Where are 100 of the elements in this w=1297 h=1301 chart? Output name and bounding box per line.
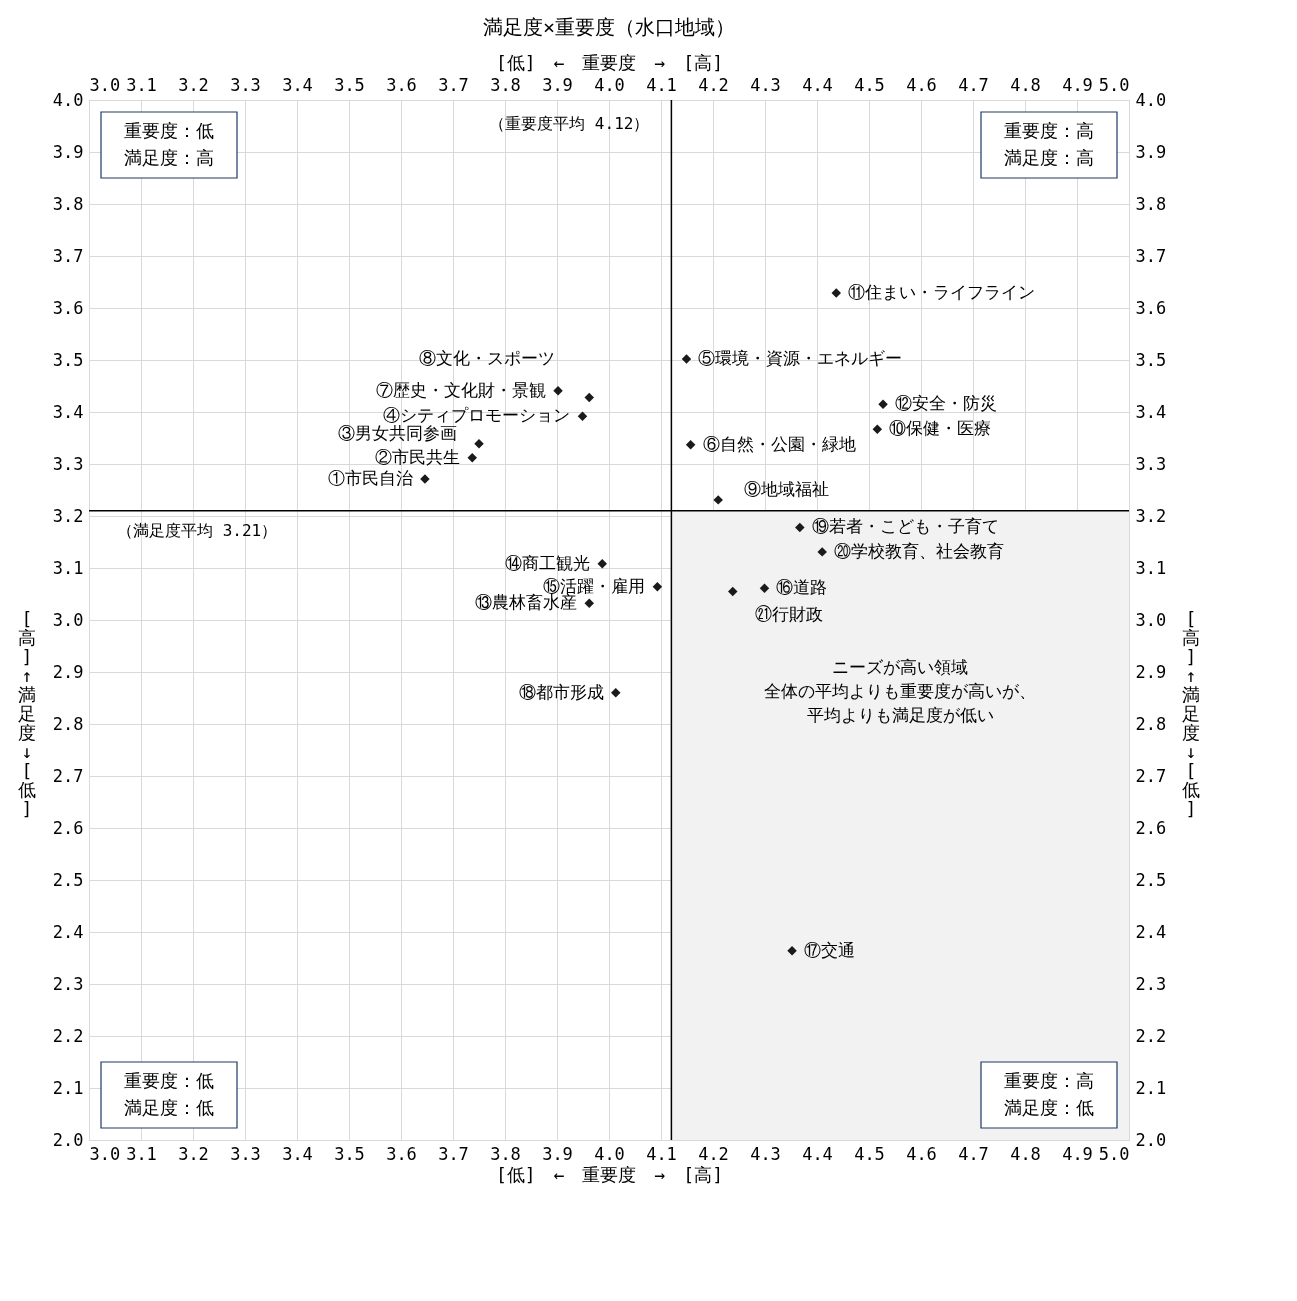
y-tick-label: 2.4	[52, 921, 84, 942]
y-tick-label: 3.2	[52, 505, 84, 526]
annotation: ⑭商工観光	[505, 552, 591, 573]
annotation: ⑲若者・こども・子育て	[811, 516, 999, 537]
y2-tick-label: 3.9	[1135, 141, 1167, 162]
x-tick-label: 3.2	[178, 1143, 209, 1164]
x-tick-label: 3.0	[89, 1143, 121, 1164]
y2-tick-label: 3.0	[1135, 609, 1167, 630]
y-tick-label: 3.0	[52, 609, 84, 630]
y-tick-label: 3.6	[52, 297, 84, 318]
x2-tick-label: 3.9	[542, 74, 573, 95]
x2-tick-label: 3.5	[334, 74, 365, 95]
annotation: ⑧文化・スポーツ	[419, 348, 556, 369]
annotation: ⑯道路	[776, 577, 828, 598]
point	[652, 581, 663, 592]
point	[713, 495, 723, 505]
y2-tick-label: 2.2	[1135, 1025, 1167, 1046]
y2-tick-label: 2.6	[1135, 817, 1167, 838]
annotation: ②市民共生	[375, 446, 461, 467]
annotation: ①市民自治	[327, 468, 413, 489]
y-tick-label: 2.3	[52, 973, 84, 994]
x-tick-label: 3.1	[126, 1143, 157, 1164]
y-tick-label: 3.9	[52, 141, 84, 162]
annotation: 全体の平均よりも重要度が高いが、	[764, 681, 1037, 702]
annotation: 平均よりも満足度が低い	[806, 705, 994, 726]
y-tick-label: 3.8	[52, 193, 84, 214]
point	[611, 688, 621, 698]
point	[597, 559, 607, 569]
y2-tick-label: 3.4	[1135, 401, 1167, 422]
point	[553, 385, 563, 396]
y-tick-label: 3.7	[52, 245, 84, 266]
point	[467, 453, 477, 463]
x2-tick-label: 4.0	[594, 74, 625, 95]
x2-tick-label: 4.8	[1010, 74, 1041, 95]
x-tick-label: 3.8	[490, 1143, 521, 1164]
y-tick-label: 2.6	[52, 817, 84, 838]
annotation: ⑨地域福祉	[744, 478, 830, 499]
annotation: ⑰交通	[804, 939, 856, 960]
x-tick-label: 3.7	[438, 1143, 469, 1164]
ref-line-label: （満足度平均 3.21）	[117, 520, 278, 540]
x2-tick-label: 3.4	[282, 74, 313, 95]
x-tick-label: 4.1	[646, 1143, 677, 1164]
x-axis-title: [低] ← 重要度 → [高]	[495, 1163, 724, 1185]
y-tick-label: 2.9	[52, 661, 84, 682]
point	[787, 945, 797, 956]
x-tick-label: 4.5	[854, 1143, 885, 1164]
y-tick-label: 2.8	[52, 713, 84, 734]
annotation: ⑩保健・医療	[889, 418, 992, 439]
x-tick-label: 5.0	[1098, 1143, 1130, 1164]
annotation: 満足度：高	[1004, 147, 1094, 168]
x2-tick-label: 4.1	[646, 74, 677, 95]
annotation: ⑫安全・防災	[895, 393, 998, 414]
x-tick-label: 3.3	[230, 1143, 261, 1164]
y-tick-label: 2.1	[52, 1077, 84, 1098]
annotation: ㉑行財政	[754, 604, 823, 625]
point	[577, 411, 588, 421]
y2-tick-label: 3.1	[1135, 557, 1167, 578]
point	[728, 586, 738, 597]
point	[831, 288, 841, 298]
x2-tick-label: 3.7	[438, 74, 469, 95]
annotation: 重要度：高	[1004, 1070, 1094, 1091]
point	[817, 547, 827, 557]
x-tick-label: 4.4	[802, 1143, 833, 1164]
y2-tick-label: 2.0	[1135, 1129, 1167, 1150]
x-tick-label: 4.0	[594, 1143, 625, 1164]
y2-tick-label: 3.7	[1135, 245, 1167, 266]
y2-tick-label: 2.4	[1135, 921, 1167, 942]
point	[795, 522, 805, 533]
y2-tick-label: 2.1	[1135, 1077, 1167, 1098]
x2-tick-label: 4.9	[1062, 74, 1093, 95]
x-tick-label: 4.6	[906, 1143, 937, 1164]
x2-tick-label: 3.3	[230, 74, 261, 95]
x2-axis-title: [低] ← 重要度 → [高]	[495, 51, 724, 73]
y-tick-label: 2.2	[52, 1025, 84, 1046]
y2-tick-label: 3.2	[1135, 505, 1167, 526]
text: [高] ↑ 満足度 ↓ [低]	[1182, 608, 1200, 819]
y2-tick-label: 2.8	[1135, 713, 1167, 734]
chart-title: 満足度×重要度（水口地域）	[482, 15, 736, 39]
ref-line-label: （重要度平均 4.12）	[489, 114, 650, 133]
x-tick-label: 4.9	[1062, 1143, 1093, 1164]
point	[681, 354, 692, 364]
annotation: 満足度：低	[124, 1097, 214, 1118]
annotation: 満足度：高	[124, 147, 214, 168]
y2-tick-label: 2.3	[1135, 973, 1167, 994]
point	[584, 392, 594, 403]
x-tick-label: 4.3	[750, 1143, 781, 1164]
y-tick-label: 3.4	[52, 401, 84, 422]
x-tick-label: 3.5	[334, 1143, 365, 1164]
point	[584, 598, 594, 609]
y-tick-label: 2.7	[52, 765, 84, 786]
x-tick-label: 3.6	[386, 1143, 417, 1164]
x2-tick-label: 3.0	[89, 74, 121, 95]
annotation: ⑥自然・公園・緑地	[702, 433, 856, 454]
annotation: 重要度：低	[124, 120, 214, 141]
x2-tick-label: 3.6	[386, 74, 417, 95]
x2-tick-label: 4.2	[698, 74, 729, 95]
x-tick-label: 3.4	[282, 1143, 313, 1164]
annotation: 満足度：低	[1004, 1097, 1094, 1118]
x-tick-label: 3.9	[542, 1143, 573, 1164]
text: [高] ↑ 満足度 ↓ [低]	[18, 608, 36, 819]
